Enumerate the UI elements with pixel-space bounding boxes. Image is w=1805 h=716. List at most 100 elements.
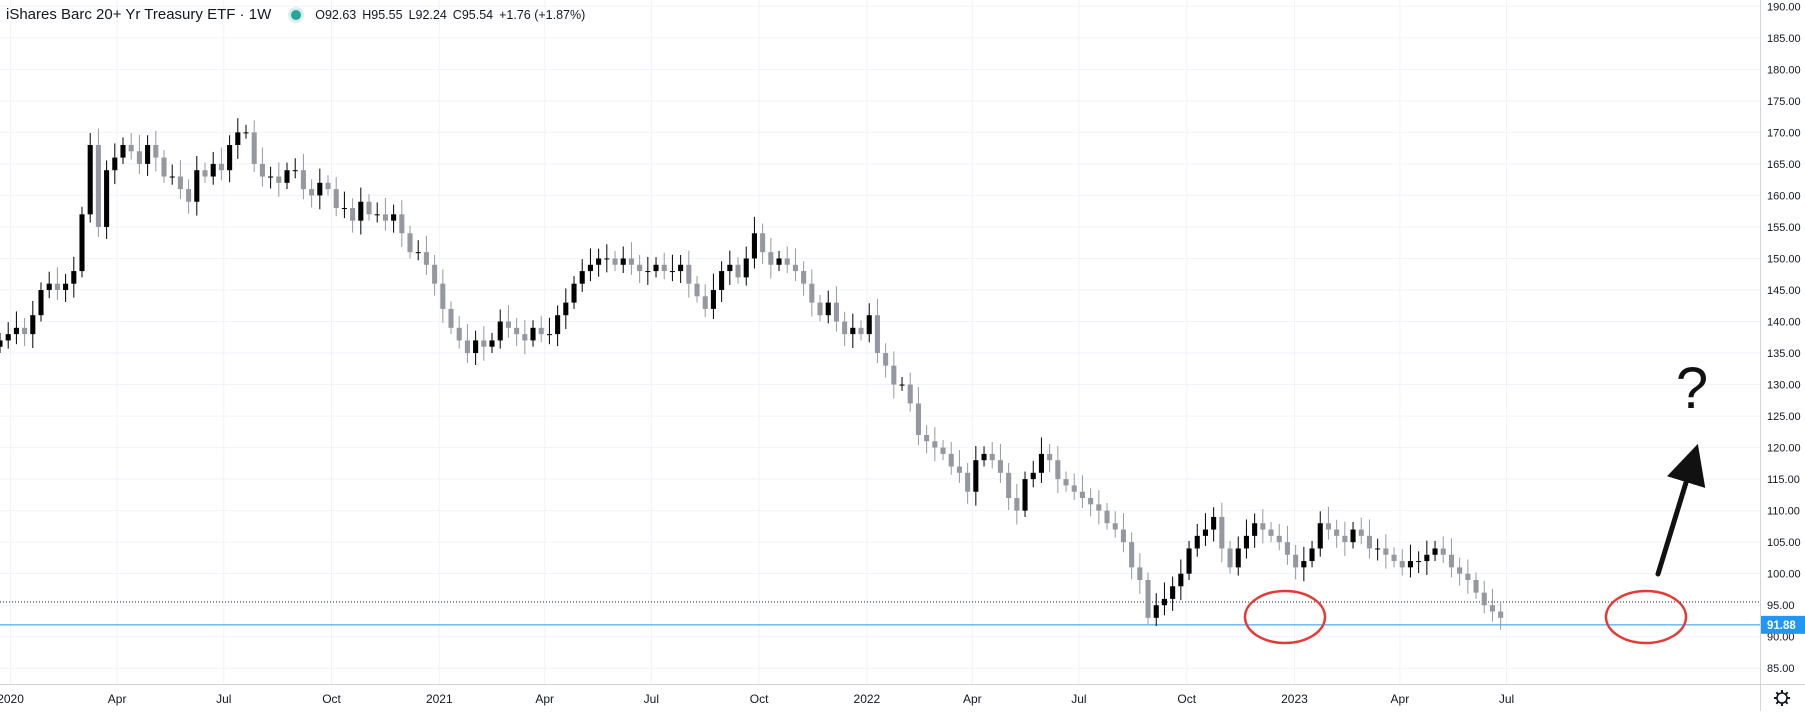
candle — [571, 276, 576, 309]
candle-body — [653, 265, 658, 271]
candle-body — [875, 315, 880, 353]
candle-body — [547, 334, 552, 335]
candle — [539, 316, 544, 342]
candle — [1063, 472, 1068, 492]
candle — [383, 198, 388, 231]
candle — [637, 255, 642, 283]
candle-body — [703, 296, 708, 309]
candle-body — [1474, 580, 1479, 593]
candle — [47, 272, 52, 298]
candle-body — [1063, 479, 1068, 485]
x-tick-label: Oct — [750, 692, 769, 706]
candle-body — [1293, 555, 1298, 568]
candle-body — [1482, 593, 1487, 606]
candle-body — [407, 233, 412, 252]
candle — [424, 236, 429, 275]
candle — [202, 163, 207, 183]
candle — [137, 135, 142, 174]
candle — [957, 450, 962, 483]
close-value: C95.54 — [453, 8, 493, 22]
y-tick-label: 110.00 — [1767, 506, 1800, 518]
candle — [1154, 593, 1159, 626]
candle — [88, 133, 93, 223]
status-dot-icon — [291, 10, 301, 20]
candle-body — [514, 328, 519, 334]
candle-body — [219, 164, 224, 170]
y-tick-label: 115.00 — [1767, 474, 1800, 486]
candle — [1293, 545, 1298, 579]
candle-body — [1375, 548, 1380, 549]
candle-body — [120, 145, 125, 158]
candle — [1072, 473, 1077, 499]
candle-body — [1113, 523, 1118, 529]
candle — [1121, 513, 1126, 552]
candle-body — [760, 233, 765, 252]
candle — [0, 333, 3, 353]
candle — [465, 324, 470, 363]
candle — [744, 246, 749, 285]
y-tick-label: 170.00 — [1767, 127, 1801, 139]
candle — [1342, 522, 1347, 556]
candle — [817, 295, 822, 321]
candle-body — [243, 132, 248, 133]
candle-body — [112, 158, 117, 171]
candle — [14, 311, 19, 344]
candle — [1457, 558, 1462, 586]
candle — [1047, 444, 1052, 472]
candle — [79, 207, 84, 278]
price-axis[interactable]: 85.0090.0095.00100.00105.00110.00115.001… — [1761, 0, 1805, 711]
candle-body — [6, 334, 11, 340]
candle-body — [957, 467, 962, 473]
candle-body — [1326, 523, 1331, 529]
candle — [498, 310, 503, 349]
gear-icon[interactable] — [1774, 690, 1790, 706]
candle-body — [350, 208, 355, 221]
candle-body — [867, 315, 872, 334]
candle-body — [596, 258, 601, 264]
candle — [776, 251, 781, 271]
candle — [662, 253, 667, 279]
candle-body — [1310, 548, 1315, 561]
candle — [1260, 509, 1265, 543]
candle — [358, 188, 363, 235]
candle-body — [489, 340, 494, 346]
candle-body — [1031, 473, 1036, 479]
candle-body — [1277, 536, 1282, 542]
candle-body — [932, 441, 937, 447]
candle — [694, 276, 699, 302]
candle — [1383, 534, 1388, 568]
candle — [908, 373, 913, 412]
candle — [145, 135, 150, 176]
x-tick-label: Oct — [322, 692, 341, 706]
y-tick-label: 140.00 — [1767, 317, 1801, 329]
y-tick-label: 105.00 — [1767, 537, 1801, 549]
candle-body — [0, 340, 3, 346]
candle — [514, 318, 519, 346]
candle — [1334, 520, 1339, 548]
candle — [1219, 503, 1224, 563]
candle-body — [457, 328, 462, 341]
symbol-title[interactable]: iShares Barc 20+ Yr Treasury ETF · 1W — [6, 6, 271, 23]
x-tick-label: Apr — [535, 692, 554, 706]
candle — [1285, 526, 1290, 565]
candle-body — [522, 334, 527, 340]
candle — [1195, 524, 1200, 557]
candle-body — [711, 290, 716, 309]
candle — [1031, 461, 1036, 487]
candle-body — [719, 271, 724, 290]
candle — [506, 305, 511, 338]
candle — [1449, 538, 1454, 577]
candle-body — [301, 170, 306, 189]
candle — [153, 131, 158, 172]
candle — [1178, 559, 1183, 600]
candle — [366, 194, 371, 220]
annotation-arrow — [1658, 463, 1692, 574]
candle — [1326, 507, 1331, 540]
candle-body — [473, 340, 478, 353]
candle-body — [1022, 479, 1027, 511]
candle — [727, 251, 732, 285]
candle — [178, 160, 183, 199]
